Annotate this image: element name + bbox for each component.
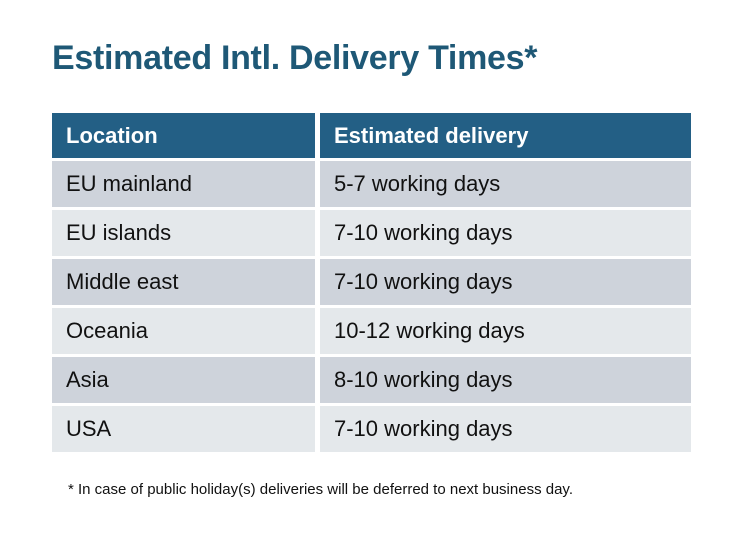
cell-location: Oceania	[52, 308, 315, 354]
cell-delivery: 7-10 working days	[320, 259, 691, 305]
table-header-row: Location Estimated delivery	[52, 113, 691, 158]
cell-delivery: 5-7 working days	[320, 161, 691, 207]
cell-delivery: 7-10 working days	[320, 210, 691, 256]
estimated-delivery-table: Location Estimated delivery EU mainland …	[52, 113, 691, 452]
cell-delivery: 10-12 working days	[320, 308, 691, 354]
table-row: EU mainland 5-7 working days	[52, 161, 691, 207]
table-row: Asia 8-10 working days	[52, 357, 691, 403]
table-row: Middle east 7-10 working days	[52, 259, 691, 305]
table-row: Oceania 10-12 working days	[52, 308, 691, 354]
table-row: USA 7-10 working days	[52, 406, 691, 452]
cell-location: EU islands	[52, 210, 315, 256]
cell-delivery: 7-10 working days	[320, 406, 691, 452]
column-header-estimated-delivery: Estimated delivery	[320, 113, 691, 158]
cell-location: Middle east	[52, 259, 315, 305]
cell-delivery: 8-10 working days	[320, 357, 691, 403]
table-row: EU islands 7-10 working days	[52, 210, 691, 256]
cell-location: USA	[52, 406, 315, 452]
page-title: Estimated Intl. Delivery Times*	[52, 39, 538, 77]
cell-location: EU mainland	[52, 161, 315, 207]
cell-location: Asia	[52, 357, 315, 403]
column-header-location: Location	[52, 113, 315, 158]
table-footnote: * In case of public holiday(s) deliverie…	[68, 481, 573, 498]
